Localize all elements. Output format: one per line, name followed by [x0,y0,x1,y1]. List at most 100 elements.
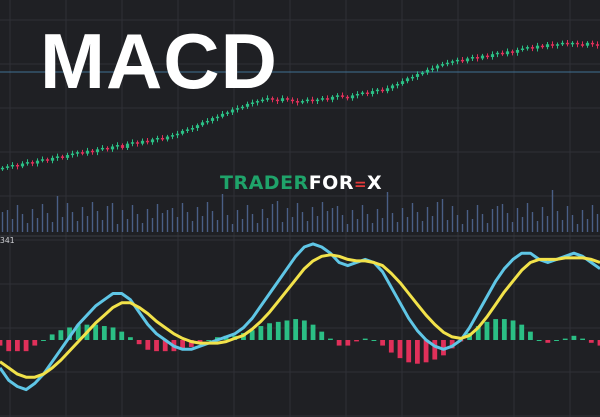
volume-bar [506,213,509,232]
candle-body [530,47,535,49]
volume-bar [341,215,344,232]
volume-bar [101,220,104,232]
volume-bar [461,224,464,232]
histogram-bar [519,324,525,340]
candle-body [390,85,395,89]
histogram-bar [41,340,46,341]
volume-bar [561,220,564,232]
histogram-bar [180,340,186,350]
candle-body [535,45,540,49]
histogram-bar [414,340,420,364]
candle-body [290,99,295,102]
histogram-bar [197,340,203,343]
volume-bar [111,203,114,232]
histogram-bar [119,331,125,340]
volume-bar [161,213,164,232]
volume-bar [281,222,284,232]
volume-bar [536,221,539,232]
histogram-bar [354,340,359,342]
volume-bar [191,221,194,232]
histogram-bar [206,340,212,341]
candle-body [485,55,490,58]
volume-bar [216,220,219,232]
candle-body [40,159,45,161]
logo-part-dash: = [353,175,368,193]
candle-body [60,156,65,158]
volume-bar [181,203,184,232]
histogram-bar [136,340,142,345]
candle-body [95,149,100,153]
histogram-bar [267,323,272,340]
volume-bar [46,213,49,232]
candle-body [565,42,570,45]
histogram-bar [449,340,455,349]
histogram-bar [319,331,325,340]
candle-body [495,52,500,55]
volume-bar [171,208,174,232]
candle-body [80,152,85,154]
candle-body [45,159,50,161]
volume-bar [346,224,349,232]
candle-body [170,135,175,137]
volume-bar [201,216,204,232]
volume-bar [361,205,364,232]
histogram-bar [501,319,507,340]
candle-body [165,136,170,140]
volume-bar [266,218,269,232]
volume-bar [121,210,124,232]
candle-body [90,150,95,153]
volume-bar [306,221,309,232]
macd-line [0,242,600,392]
candle-body [430,68,435,70]
candle-body [215,116,220,119]
volume-bars [1,190,599,232]
candle-body [235,108,240,110]
candle-body [375,89,380,92]
candle-body [210,118,215,121]
histogram-bar [397,340,403,359]
histogram-bar [510,320,516,340]
candle-body [345,96,350,99]
candle-body [155,137,160,140]
histogram-bar [432,340,438,360]
histogram-bar [275,321,281,340]
candle-body [475,57,480,59]
candle-body [245,103,250,107]
volume-bar [541,207,544,232]
candle-body [500,52,505,55]
volume-bar [311,207,314,232]
candle-body [360,92,365,95]
candle-body [335,95,340,97]
candle-body [200,122,205,126]
candle-body [175,133,180,136]
candle-body [310,99,315,102]
volume-bar [26,223,29,232]
histogram-bar [475,326,481,340]
volume-bar [16,205,19,232]
candle-body [50,157,55,161]
candle-body [570,42,575,45]
histogram-bar [328,338,333,340]
candle-body [110,146,115,150]
volume-bar [81,207,84,232]
volume-bar [326,211,329,232]
candle-body [300,101,305,103]
candle-body [100,147,105,150]
candle-body [70,153,75,156]
candle-body [455,59,460,62]
volume-bar [271,204,274,232]
candle-body [190,128,195,130]
volume-bar [596,214,599,232]
candle-body [575,42,580,45]
candle-body [180,130,185,134]
candle-body [450,61,455,63]
volume-bar [421,221,424,232]
candle-body [30,162,35,164]
candle-body [240,106,245,109]
candle-body [20,163,25,167]
candle-body [395,84,400,86]
volume-bar [56,196,59,232]
histogram-bar [493,319,499,340]
volume-bar [441,199,444,232]
